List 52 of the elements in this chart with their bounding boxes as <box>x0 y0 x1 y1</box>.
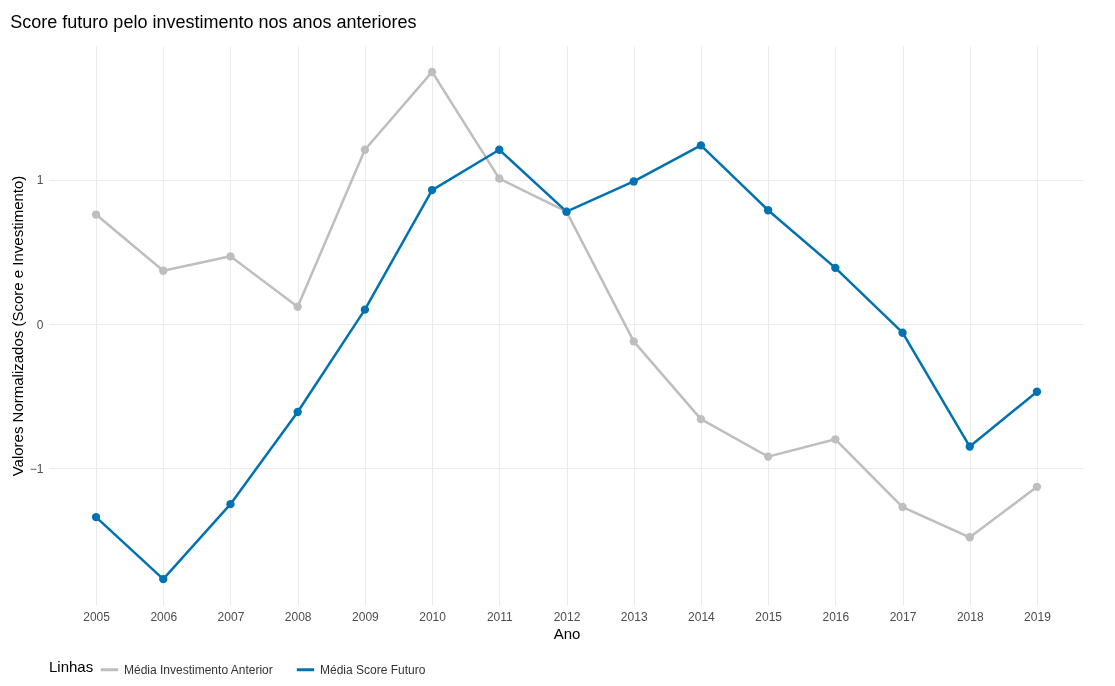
x-tick-label: 2005 <box>83 609 111 624</box>
x-tick-label: 2012 <box>553 609 581 624</box>
point <box>159 574 168 584</box>
x-tick-label: 2018 <box>956 609 984 624</box>
point <box>91 512 101 522</box>
legend-title: Linhas <box>49 658 94 675</box>
point <box>898 502 907 512</box>
chart-title: Score futuro pelo investimento nos anos anteriores <box>10 12 417 32</box>
x-tick-label: 2013 <box>620 609 648 624</box>
x-tick-label: 2015 <box>755 609 783 624</box>
y-tick-label: 1 <box>36 173 44 188</box>
point <box>763 452 773 461</box>
point <box>965 442 974 451</box>
point <box>360 305 370 314</box>
point <box>360 145 370 154</box>
point <box>1032 387 1042 396</box>
x-tick-label: 2009 <box>352 609 380 624</box>
point <box>1032 482 1042 492</box>
x-tick-label: 2006 <box>150 609 178 624</box>
x-tick-label: 2011 <box>486 609 514 624</box>
x-axis-title: Ano <box>553 624 581 642</box>
y-tick-label: −1 <box>29 461 44 476</box>
point <box>763 206 773 215</box>
point <box>965 533 974 542</box>
point <box>159 266 168 275</box>
x-tick-label: 2017 <box>889 609 917 624</box>
point <box>495 174 504 183</box>
legend-label: Média Investimento Anterior <box>124 662 273 677</box>
legend-label: Média Score Futuro <box>320 662 426 677</box>
point <box>293 407 302 417</box>
point <box>226 252 235 261</box>
x-tick-label: 2016 <box>822 609 850 624</box>
point <box>898 328 907 337</box>
point <box>293 302 302 311</box>
point <box>91 210 101 219</box>
x-tick-label: 2014 <box>688 609 716 624</box>
x-tick-label: 2010 <box>419 609 447 624</box>
point <box>831 435 840 444</box>
x-tick-label: 2008 <box>284 609 312 624</box>
point <box>629 337 638 346</box>
y-tick-label: 0 <box>36 317 44 332</box>
point <box>226 499 235 509</box>
point <box>427 67 437 77</box>
point <box>495 145 504 154</box>
point <box>629 177 638 186</box>
point <box>696 141 706 150</box>
point <box>427 185 437 195</box>
point <box>831 263 840 273</box>
x-tick-label: 2007 <box>217 609 245 624</box>
y-axis-title: Valores Normalizados (Score e Investimento) <box>8 175 26 477</box>
point <box>696 414 706 424</box>
x-tick-label: 2019 <box>1024 609 1052 624</box>
